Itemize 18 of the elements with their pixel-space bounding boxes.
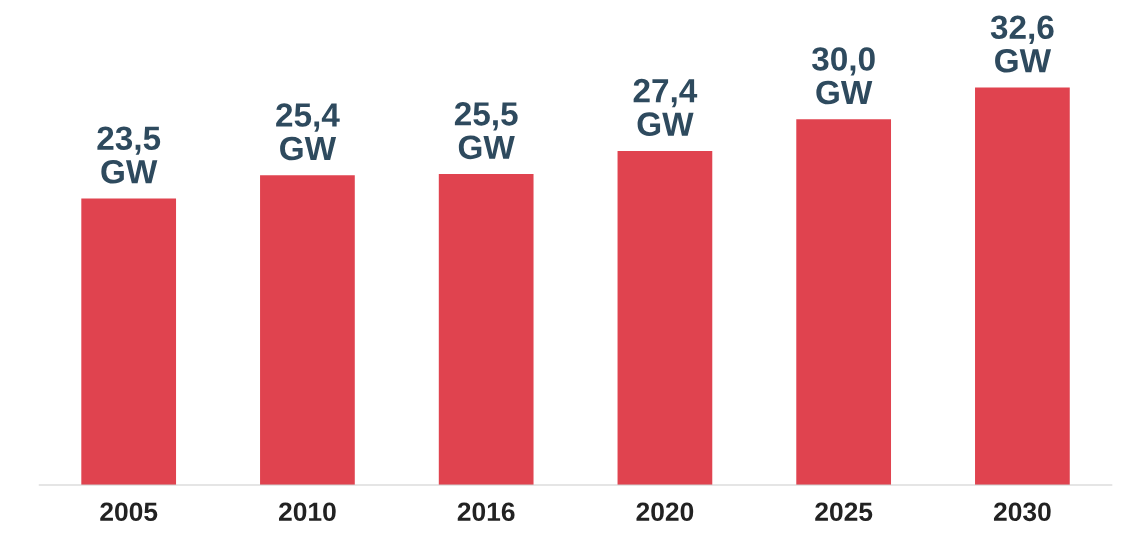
data-label: 30,0 GW <box>811 47 875 105</box>
data-label: 27,4 GW <box>633 78 698 136</box>
x-tick-label: 2025 <box>815 502 873 522</box>
x-tick-label: 2030 <box>993 502 1051 522</box>
x-tick-label: 2020 <box>636 502 694 522</box>
x-tick-label: 2005 <box>100 502 158 522</box>
data-label: 25,5 GW <box>454 102 518 160</box>
x-tick-label: 2010 <box>278 502 336 522</box>
data-label: 32,6 GW <box>990 15 1054 73</box>
bar <box>260 175 355 486</box>
bar <box>438 174 534 486</box>
bar <box>81 198 177 486</box>
data-label: 23,5 GW <box>97 126 161 184</box>
x-tick-label: 2016 <box>457 502 515 522</box>
bar <box>796 119 892 486</box>
data-label: 25,4 GW <box>276 103 340 161</box>
bar <box>617 150 713 486</box>
bar <box>975 87 1070 486</box>
